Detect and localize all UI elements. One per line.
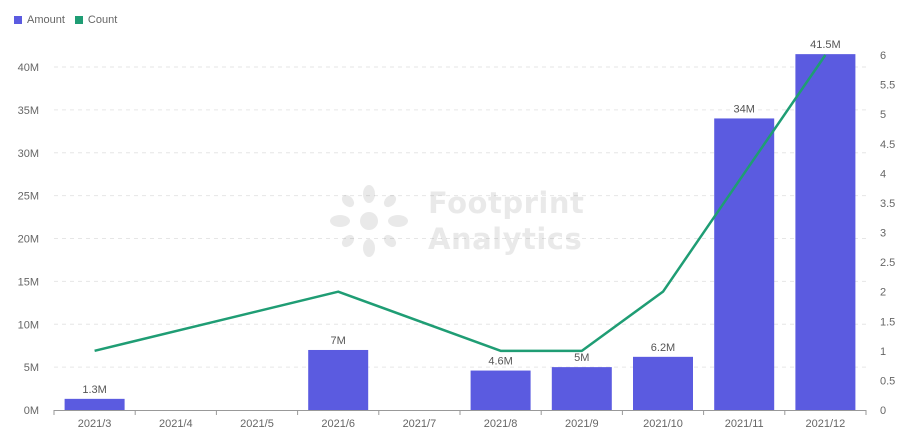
bar-data-label: 1.3M: [82, 384, 106, 396]
bar-data-label: 34M: [733, 103, 754, 115]
x-tick-label: 2021/9: [565, 418, 599, 430]
amount-bar: [470, 370, 531, 410]
x-tick-label: 2021/3: [78, 418, 112, 430]
y-left-tick-label: 35M: [18, 105, 39, 117]
x-tick-label: 2021/4: [159, 418, 193, 430]
amount-bar: [551, 367, 612, 410]
y-left-tick-label: 10M: [18, 319, 39, 331]
legend-item-amount[interactable]: Amount: [14, 14, 65, 26]
y-right-tick-label: 0: [880, 405, 886, 417]
x-tick-label: 2021/5: [240, 418, 274, 430]
bar-data-label: 41.5M: [810, 39, 841, 51]
amount-bar: [633, 356, 693, 410]
amount-bar: [64, 398, 125, 410]
chart-legend: Amount Count: [14, 14, 117, 26]
count-line-layer: [94, 54, 827, 353]
y-right-tick-label: 1: [880, 346, 886, 358]
legend-label-count: Count: [87, 14, 118, 26]
y-right-tick-label: 2.5: [880, 257, 895, 269]
amount-bar: [795, 54, 856, 410]
y-right-tick-label: 2: [880, 287, 886, 299]
x-tick-label: 2021/6: [321, 418, 355, 430]
y-right-tick-label: 5: [880, 109, 886, 121]
y-left-tick-label: 30M: [18, 148, 39, 160]
axis-layer: 0M 5M 10M 15M 20M 25M 30M 35M 40M 0 0.5 1 1.5 2 2.5 3 3.…: [18, 50, 896, 430]
x-tick-label: 2021/11: [725, 418, 764, 430]
y-right-tick-label: 3: [880, 228, 886, 240]
y-right-tick-label: 3.5: [880, 198, 895, 210]
amount-bar: [714, 118, 775, 410]
amount-bars: [64, 54, 856, 410]
y-right-tick-label: 4.5: [880, 139, 895, 151]
bar-data-label: 7M: [331, 335, 346, 347]
x-tick-label: 2021/8: [484, 418, 518, 430]
data-label-layer: 1.3M 7M 4.6M 5M 6.2M 34M 41.5M: [82, 39, 840, 396]
x-tick-label: 2021/10: [643, 418, 683, 430]
bar-data-label: 4.6M: [488, 356, 512, 368]
x-tick-label: 2021/12: [806, 418, 846, 430]
y-right-tick-label: 6: [880, 50, 886, 62]
count-swatch: [74, 16, 83, 24]
amount-swatch: [14, 16, 22, 24]
y-left-tick-label: 20M: [18, 234, 39, 246]
y-left-tick-label: 0M: [24, 405, 39, 417]
bar-data-label: 6.2M: [651, 342, 675, 354]
y-right-tick-label: 1.5: [880, 316, 895, 328]
y-right-tick-label: 4: [880, 168, 886, 180]
amount-bar: [308, 349, 369, 410]
y-left-tick-label: 25M: [18, 191, 39, 203]
y-right-tick-label: 5.5: [880, 80, 895, 92]
y-right-tick-label: 0.5: [880, 375, 895, 387]
count-series-line: [94, 54, 827, 353]
x-tick-label: 2021/7: [403, 418, 437, 430]
y-left-tick-label: 5M: [24, 362, 39, 374]
y-left-tick-label: 15M: [18, 276, 39, 288]
legend-item-count[interactable]: Count: [74, 14, 118, 26]
y-left-tick-label: 40M: [18, 62, 39, 74]
bar-data-label: 5M: [574, 352, 589, 364]
legend-label-amount: Amount: [27, 14, 65, 26]
